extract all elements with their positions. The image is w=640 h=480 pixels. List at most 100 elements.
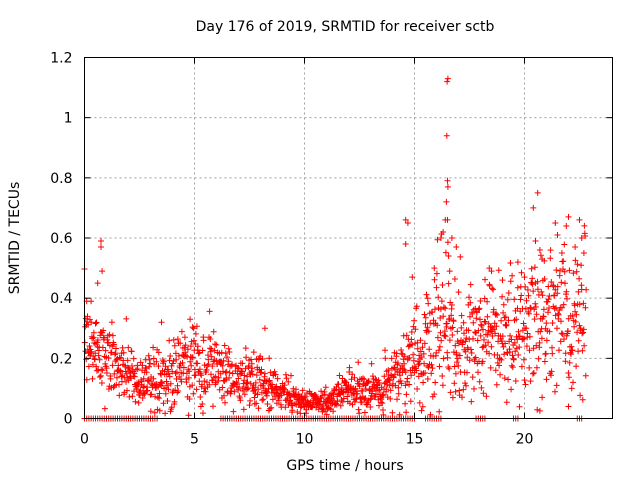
data-point [165,366,172,373]
data-point [566,267,573,274]
data-point [521,274,528,281]
data-point [301,394,308,401]
data-point [187,343,194,350]
data-point [493,310,500,317]
data-point [178,328,185,335]
data-point [502,314,509,320]
data-point [278,392,285,399]
data-point [568,343,575,350]
data-point [194,343,201,350]
data-point [505,376,512,383]
data-point [226,349,233,355]
data-point [503,399,510,406]
data-point [173,356,180,363]
data-point [565,370,572,376]
data-point [559,331,566,338]
data-point [530,288,537,295]
data-point [505,290,512,296]
data-point [481,295,488,302]
data-point [170,336,177,343]
data-point [442,249,449,256]
data-point [179,359,186,366]
data-point [186,396,193,402]
data-point [376,379,383,386]
data-point [558,318,564,325]
data-point [548,279,555,285]
data-point [449,324,456,331]
data-point [398,380,405,387]
data-point [468,350,475,356]
data-point [419,403,426,410]
data-point [408,372,415,379]
data-point [346,364,353,371]
data-point [562,350,569,357]
data-point [98,244,104,250]
data-point [147,360,154,367]
y-axis-label: SRMTID / TECUs [7,182,23,295]
data-point [436,343,443,350]
data-point [539,256,546,263]
data-point [249,365,256,372]
data-point [527,378,534,385]
data-point [185,412,192,419]
data-point [269,396,276,403]
data-point [183,379,190,386]
data-point [234,365,241,371]
data-point [444,354,451,361]
data-point [150,375,157,382]
data-point [565,403,572,410]
data-point [440,229,447,235]
data-point [483,393,490,400]
data-point [468,346,474,353]
data-point [575,337,582,344]
data-point [383,386,390,393]
data-point [516,344,523,351]
data-point [473,315,480,322]
data-point [434,236,441,243]
data-point [158,319,165,326]
data-point [336,372,343,379]
data-point [432,379,439,386]
data-point [94,280,101,287]
data-point [131,373,138,380]
data-point [579,347,586,354]
data-point [458,312,465,319]
data-point [433,284,440,291]
data-point [444,183,451,190]
data-point [522,283,529,290]
data-point [90,329,97,336]
y-tick-label: 1.2 [50,51,72,67]
data-point [406,381,413,388]
data-point [182,352,189,359]
data-point [112,351,118,358]
data-point [451,276,458,282]
data-point [241,391,248,398]
data-point [251,394,258,401]
data-point [382,355,389,362]
data-point [190,337,197,344]
data-point [574,329,581,336]
data-point [96,374,103,380]
data-point [359,388,366,394]
data-point [85,321,92,328]
data-point [156,390,163,397]
data-point [530,345,537,352]
data-point [450,318,457,325]
data-point [521,377,528,384]
data-point [482,342,489,349]
data-point [182,349,189,356]
data-point [200,410,206,417]
data-point [467,299,474,306]
data-point [511,296,518,303]
data-point [548,372,554,379]
data-point [576,301,583,308]
data-point [489,285,496,292]
x-tick-label: 20 [516,432,534,448]
data-point [388,355,395,362]
data-point [477,332,484,339]
data-point [478,384,485,391]
data-point [546,328,553,335]
data-point [501,375,508,382]
data-point [496,362,503,369]
data-point [524,286,531,293]
